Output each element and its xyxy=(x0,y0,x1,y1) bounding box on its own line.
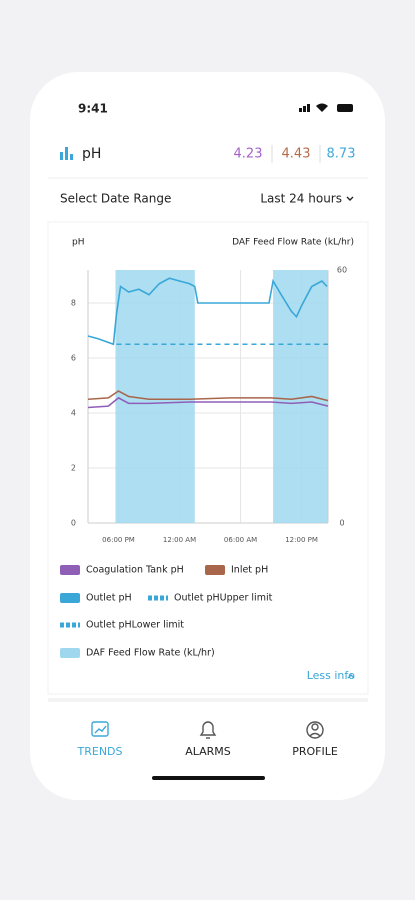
y2-axis-title: DAF Feed Flow Rate (kL/hr) xyxy=(232,238,354,248)
legend-swatch xyxy=(60,565,80,575)
series-line xyxy=(87,396,329,409)
legend-label: Outlet pH xyxy=(86,593,132,604)
legend-label: Inlet pH xyxy=(231,565,268,576)
y2-tick-label: 60 xyxy=(337,266,347,275)
status-time: 9:41 xyxy=(78,102,108,116)
y-tick-label: 6 xyxy=(71,354,76,363)
y-tick-label: 0 xyxy=(71,519,76,528)
flow-area xyxy=(88,270,328,523)
chevron-down[interactable] xyxy=(346,196,354,201)
series-line xyxy=(87,390,329,402)
legend-swatch xyxy=(60,593,80,603)
header-title: pH xyxy=(82,146,101,162)
date-range-label: Select Date Range xyxy=(60,192,171,206)
status-icons xyxy=(299,103,353,112)
nav-icons xyxy=(91,721,324,739)
y2-tick-label: 0 xyxy=(339,519,344,528)
x-tick-label: 06:00 AM xyxy=(224,536,257,544)
date-range-select[interactable]: Last 24 hours xyxy=(260,192,342,206)
x-tick-label: 12:00 AM xyxy=(163,536,196,544)
reading: 8.73 xyxy=(327,147,356,162)
y-tick-label: 4 xyxy=(71,409,76,418)
series-line xyxy=(87,277,328,346)
y-tick-label: 8 xyxy=(71,299,76,308)
nav-alarms[interactable]: ALARMS xyxy=(185,745,231,758)
nav-profile[interactable]: PROFILE xyxy=(292,745,338,758)
reading: 4.43 xyxy=(282,147,311,162)
x-tick-label: 06:00 PM xyxy=(102,536,135,544)
y-axis-title: pH xyxy=(72,238,84,248)
nav-trends[interactable]: TRENDS xyxy=(77,745,123,758)
chevron-up[interactable] xyxy=(347,674,355,679)
less-info[interactable]: Less info xyxy=(307,669,356,682)
legend-label: DAF Feed Flow Rate (kL/hr) xyxy=(86,648,215,659)
nav-shadow xyxy=(48,698,368,702)
phone-frame xyxy=(30,72,385,800)
home-indicator xyxy=(152,776,265,780)
legend-label: Outlet pHUpper limit xyxy=(174,593,273,604)
legend-swatch xyxy=(60,648,80,658)
legend-label: Outlet pHLower limit xyxy=(86,620,184,631)
chart-card xyxy=(47,221,369,695)
legend-label: Coagulation Tank pH xyxy=(86,565,184,576)
y-tick-label: 2 xyxy=(71,464,76,473)
header-icon xyxy=(60,147,73,160)
legend-swatch xyxy=(205,565,225,575)
x-tick-label: 12:00 PM xyxy=(285,536,318,544)
reading: 4.23 xyxy=(234,147,263,162)
